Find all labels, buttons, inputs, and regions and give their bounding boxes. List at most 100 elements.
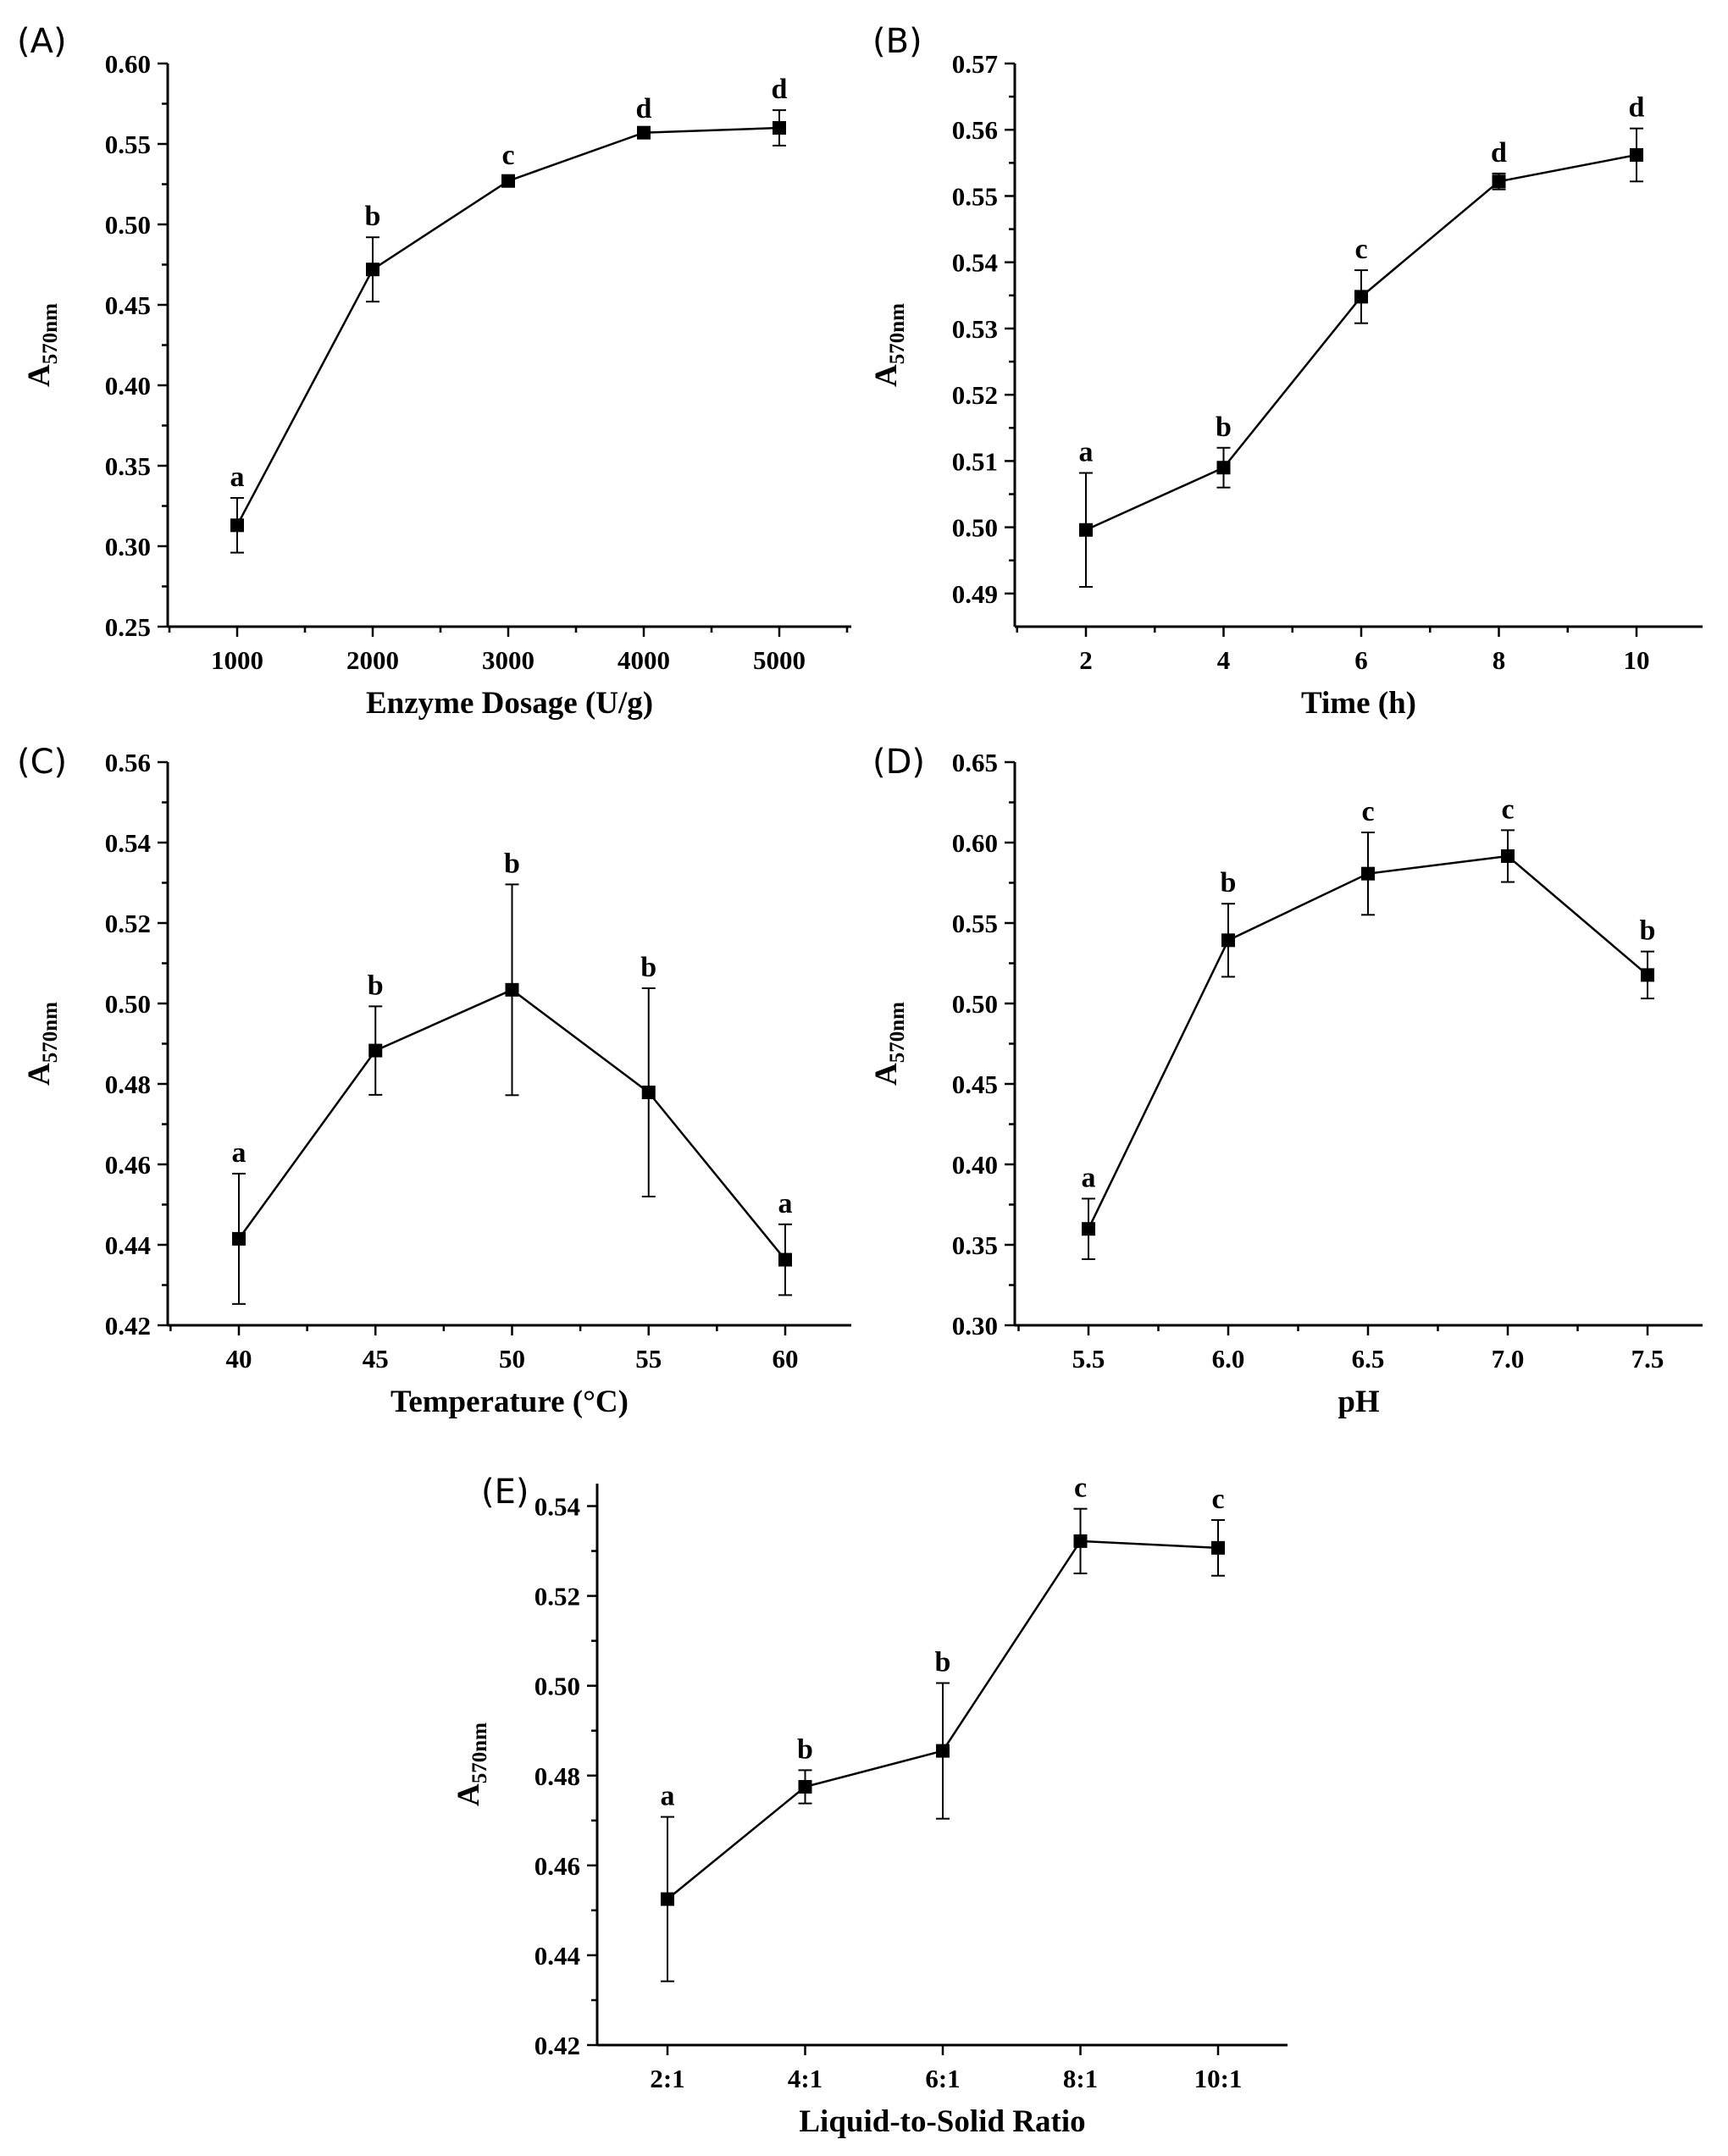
y-tick-label: 0.48 — [534, 1761, 580, 1791]
chart-panel-4: (D) 0.30 0.35 0.40 0.45 0.50 0.55 0.60 0.65 5.5 6.… — [869, 743, 1703, 1419]
panel-label: (E) — [481, 1473, 529, 1512]
data-point — [230, 518, 244, 533]
data-point — [661, 1892, 674, 1906]
x-tick-label: 3000 — [482, 645, 534, 675]
y-tick-label: 0.51 — [952, 446, 998, 476]
significance-label: a — [1082, 1162, 1096, 1193]
y-tick-label: 0.50 — [952, 513, 998, 543]
y-axis-title: A570nm — [869, 303, 909, 387]
data-point — [368, 1043, 383, 1058]
x-tick-label: 2:1 — [650, 2064, 684, 2093]
significance-label: d — [636, 93, 652, 124]
y-tick-label: 0.53 — [952, 314, 998, 344]
y-tick-label: 0.50 — [952, 989, 998, 1019]
x-tick-label: 8 — [1493, 645, 1506, 675]
x-tick-label: 2 — [1079, 645, 1093, 675]
significance-label: b — [365, 201, 381, 232]
x-axis-title: Liquid-to-Solid Ratio — [799, 2104, 1085, 2139]
y-tick-label: 0.44 — [534, 1941, 580, 1971]
data-point — [1216, 461, 1231, 475]
data-point — [232, 1231, 246, 1246]
y-tick-label: 0.45 — [105, 290, 151, 320]
x-tick-label: 4 — [1217, 645, 1231, 675]
y-tick-label: 0.49 — [952, 579, 998, 609]
significance-label: b — [935, 1646, 951, 1678]
y-tick-label: 0.65 — [952, 748, 998, 777]
y-tick-label: 0.35 — [952, 1230, 998, 1260]
y-tick-label: 0.56 — [105, 748, 151, 777]
y-axis-title: A570nm — [869, 1002, 909, 1086]
y-tick-label: 0.46 — [105, 1150, 151, 1180]
significance-label: c — [1501, 793, 1514, 825]
data-point — [1354, 290, 1368, 304]
data-point — [773, 121, 786, 135]
y-tick-label: 0.57 — [952, 49, 998, 79]
y-tick-label: 0.44 — [105, 1230, 151, 1260]
panel-label: (D) — [872, 743, 925, 782]
x-tick-label: 7.0 — [1492, 1344, 1525, 1374]
data-point — [798, 1780, 812, 1794]
y-tick-label: 0.50 — [534, 1672, 580, 1701]
y-tick-label: 0.40 — [952, 1150, 998, 1180]
y-axis-title: A570nm — [22, 1002, 62, 1086]
data-point — [778, 1252, 792, 1267]
y-tick-label: 0.46 — [534, 1851, 580, 1881]
significance-label: d — [772, 74, 788, 105]
x-tick-label: 40 — [226, 1344, 252, 1374]
x-axis-title: Time (h) — [1301, 686, 1416, 721]
significance-label: b — [640, 952, 656, 983]
y-tick-label: 0.54 — [534, 1492, 580, 1522]
series-line — [1085, 153, 1637, 531]
significance-label: c — [501, 140, 514, 171]
x-tick-label: 4000 — [618, 645, 670, 675]
y-tick-label: 0.50 — [105, 210, 151, 240]
data-point — [366, 263, 379, 277]
y-axis-title: A570nm — [22, 303, 62, 387]
y-tick-label: 0.54 — [105, 828, 151, 858]
y-tick-label: 0.35 — [105, 451, 151, 481]
y-tick-label: 0.54 — [952, 248, 998, 278]
y-tick-label: 0.40 — [105, 371, 151, 401]
data-point — [1492, 174, 1506, 189]
significance-label: a — [778, 1188, 793, 1219]
significance-label: a — [661, 1781, 675, 1812]
y-tick-label: 0.60 — [952, 828, 998, 858]
y-tick-label: 0.60 — [105, 49, 151, 79]
y-tick-label: 0.48 — [105, 1070, 151, 1099]
y-tick-label: 0.55 — [105, 130, 151, 159]
data-point — [1211, 1540, 1225, 1555]
data-point — [936, 1744, 950, 1758]
chart-panel-1: (A) 0.25 0.30 0.35 0.40 0.45 0.50 0.55 0.60 1000 2… — [17, 22, 851, 721]
data-point — [1641, 968, 1654, 982]
y-tick-label: 0.30 — [952, 1311, 998, 1341]
y-tick-label: 0.50 — [105, 989, 151, 1019]
x-tick-label: 45 — [363, 1344, 389, 1374]
significance-label: a — [232, 1137, 246, 1169]
y-tick-label: 0.55 — [952, 909, 998, 938]
significance-label: c — [1211, 1484, 1224, 1515]
significance-label: d — [1491, 137, 1507, 169]
significance-label: c — [1354, 234, 1367, 265]
data-point — [1630, 147, 1643, 162]
y-tick-label: 0.25 — [105, 612, 151, 642]
data-point — [641, 1085, 656, 1099]
x-axis-title: Temperature (°C) — [390, 1385, 629, 1419]
data-point — [1073, 1534, 1088, 1548]
panel-label: (A) — [17, 22, 67, 61]
significance-label: b — [1640, 915, 1656, 947]
chart-panel-3: (C) 0.42 0.44 0.46 0.48 0.50 0.52 0.54 0.56 40 45 5… — [17, 743, 851, 1419]
x-tick-label: 6 — [1354, 645, 1368, 675]
x-tick-label: 2000 — [346, 645, 399, 675]
x-axis-title: pH — [1338, 1385, 1380, 1419]
y-tick-label: 0.45 — [952, 1070, 998, 1099]
x-tick-label: 6:1 — [925, 2064, 960, 2093]
y-tick-label: 0.55 — [952, 181, 998, 211]
significance-label: a — [1079, 436, 1094, 467]
significance-label: c — [1361, 796, 1374, 827]
significance-label: b — [1221, 867, 1237, 898]
x-tick-label: 55 — [635, 1344, 662, 1374]
x-tick-label: 5000 — [753, 645, 806, 675]
x-tick-label: 10 — [1624, 645, 1650, 675]
x-tick-label: 6.5 — [1352, 1344, 1385, 1374]
